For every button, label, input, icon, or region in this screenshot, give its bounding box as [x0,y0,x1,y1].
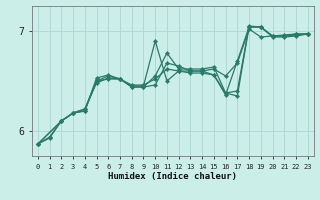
X-axis label: Humidex (Indice chaleur): Humidex (Indice chaleur) [108,172,237,181]
